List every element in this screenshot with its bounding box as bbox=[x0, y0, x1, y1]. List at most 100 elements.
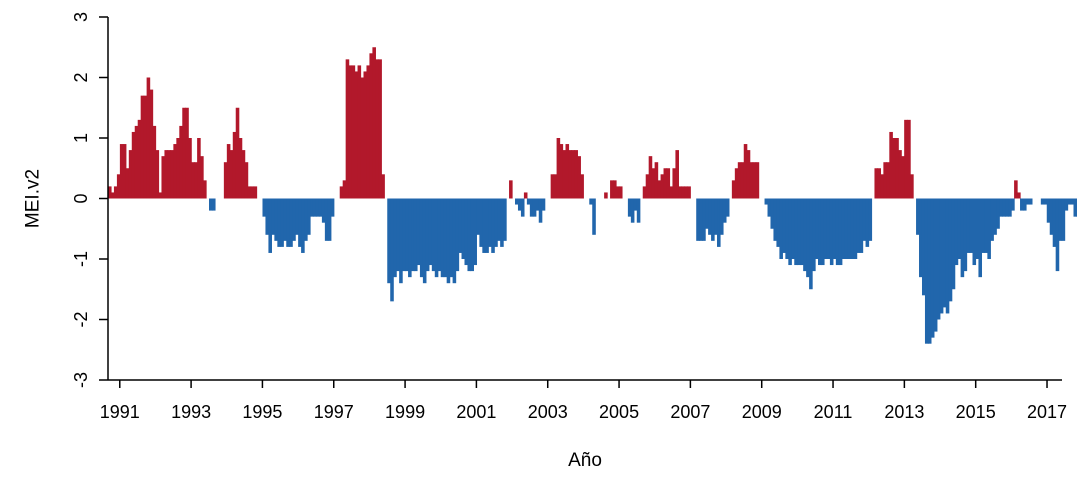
bar-negative bbox=[526, 198, 531, 205]
bar-positive bbox=[681, 186, 685, 199]
bar-negative bbox=[699, 198, 703, 241]
bar-negative bbox=[396, 198, 400, 272]
x-axis: 1991 1993 1995 1997 1999 2001 2003 2005 2007 2009… bbox=[100, 379, 1067, 422]
bar-positive bbox=[143, 95, 148, 199]
bar-positive bbox=[238, 138, 243, 199]
bar-negative bbox=[411, 198, 415, 272]
bar-negative bbox=[529, 198, 534, 217]
bar-negative bbox=[491, 198, 495, 253]
bar-negative bbox=[1061, 198, 1066, 241]
bar-negative bbox=[413, 198, 418, 272]
bar-positive bbox=[556, 138, 561, 199]
bar-positive bbox=[901, 156, 905, 199]
bar-positive bbox=[173, 144, 177, 199]
y-tick-label: 0 bbox=[71, 193, 91, 203]
bar-positive bbox=[119, 144, 124, 199]
bar-positive bbox=[125, 168, 130, 199]
bar-negative bbox=[859, 198, 864, 253]
bar-positive bbox=[131, 131, 136, 199]
bar-negative bbox=[954, 198, 959, 266]
bar-negative bbox=[209, 198, 213, 211]
bar-negative bbox=[717, 198, 721, 247]
bar-negative bbox=[984, 198, 988, 253]
bar-negative bbox=[919, 198, 923, 278]
bar-negative bbox=[856, 198, 861, 253]
bar-positive bbox=[880, 174, 884, 199]
bar-positive bbox=[734, 168, 739, 199]
bar-positive bbox=[675, 150, 679, 199]
bar-positive bbox=[752, 162, 757, 199]
bar-positive bbox=[892, 138, 896, 199]
bar-positive bbox=[155, 150, 160, 199]
bar-positive bbox=[185, 107, 189, 199]
bar-negative bbox=[461, 198, 466, 259]
bar-positive bbox=[645, 174, 650, 199]
bar-positive bbox=[232, 131, 237, 199]
bar-negative bbox=[714, 198, 718, 235]
bar-positive bbox=[568, 150, 573, 199]
x-tick-label: 1997 bbox=[314, 402, 354, 422]
bar-negative bbox=[443, 198, 448, 278]
bar-positive bbox=[375, 59, 379, 199]
bar-positive bbox=[660, 174, 665, 199]
bar-negative bbox=[488, 198, 492, 247]
bar-negative bbox=[1064, 198, 1069, 211]
bar-negative bbox=[853, 198, 858, 259]
bar-positive bbox=[203, 180, 207, 199]
bar-negative bbox=[268, 198, 272, 253]
bar-negative bbox=[969, 198, 974, 253]
bar-positive bbox=[577, 156, 581, 199]
bar-positive bbox=[886, 162, 890, 199]
bar-negative bbox=[532, 198, 537, 217]
bar-negative bbox=[295, 198, 299, 235]
bar-positive bbox=[223, 162, 228, 199]
bar-negative bbox=[711, 198, 715, 241]
bar-positive bbox=[663, 168, 668, 199]
bar-negative bbox=[431, 198, 436, 272]
bar-positive bbox=[746, 150, 751, 199]
bar-positive bbox=[669, 186, 674, 199]
bar-positive bbox=[743, 144, 748, 199]
bar-positive bbox=[372, 47, 376, 199]
x-tick-label: 1993 bbox=[171, 402, 211, 422]
bar-negative bbox=[803, 198, 807, 272]
bar-negative bbox=[1052, 198, 1057, 247]
bar-positive bbox=[666, 168, 671, 199]
x-tick-label: 1995 bbox=[242, 402, 282, 422]
bar-negative bbox=[722, 198, 727, 223]
bar-positive bbox=[550, 174, 555, 199]
bar-negative bbox=[277, 198, 281, 247]
bar-positive bbox=[354, 71, 359, 199]
bar-negative bbox=[826, 198, 831, 259]
bar-positive bbox=[226, 144, 231, 199]
bar-positive bbox=[161, 156, 166, 199]
bar-positive bbox=[874, 168, 879, 199]
x-tick-label: 2003 bbox=[528, 402, 568, 422]
bar-positive bbox=[898, 150, 902, 199]
bar-negative bbox=[942, 198, 947, 308]
bar-negative bbox=[800, 198, 804, 266]
bar-positive bbox=[737, 162, 742, 199]
bar-negative bbox=[304, 198, 308, 241]
bar-negative bbox=[719, 198, 724, 235]
bar-negative bbox=[815, 198, 819, 259]
x-tick-label: 2011 bbox=[814, 402, 853, 422]
bar-negative bbox=[476, 198, 480, 235]
bar-negative bbox=[776, 198, 780, 247]
y-tick-label: -3 bbox=[71, 372, 91, 388]
bar-positive bbox=[648, 156, 653, 199]
bar-negative bbox=[936, 198, 941, 320]
bar-negative bbox=[1043, 198, 1048, 205]
bar-negative bbox=[324, 198, 329, 241]
bar-negative bbox=[702, 198, 706, 241]
bar-negative bbox=[402, 198, 406, 272]
bar-negative bbox=[390, 198, 394, 302]
bar-negative bbox=[844, 198, 849, 259]
bar-negative bbox=[280, 198, 284, 247]
x-tick-label: 2013 bbox=[884, 402, 924, 422]
bar-negative bbox=[972, 198, 977, 266]
bar-negative bbox=[449, 198, 454, 278]
bar-negative bbox=[627, 198, 632, 217]
bar-positive bbox=[574, 150, 578, 199]
bar-positive bbox=[179, 125, 183, 199]
